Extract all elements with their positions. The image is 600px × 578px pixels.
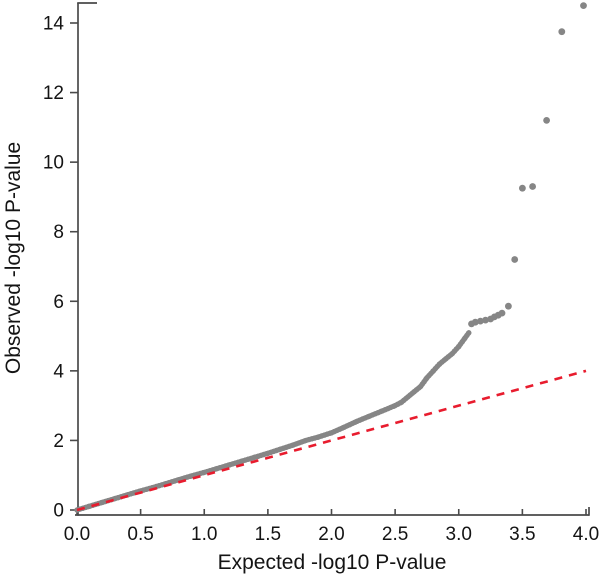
x-tick-label: 1.5 xyxy=(255,524,281,545)
y-tick-label: 10 xyxy=(43,153,64,174)
y-axis-title: Observed -log10 P-value xyxy=(2,142,25,374)
x-tick-label: 3.5 xyxy=(509,524,535,545)
data-point xyxy=(466,330,472,336)
y-tick-label: 6 xyxy=(53,292,64,313)
x-tick-label: 2.5 xyxy=(382,524,408,545)
data-point-outlier xyxy=(482,316,489,324)
data-point-outlier xyxy=(529,183,536,190)
x-tick-label: 3.0 xyxy=(446,524,472,545)
x-tick-label: 1.0 xyxy=(191,524,217,545)
data-point-outlier xyxy=(498,309,506,317)
y-tick-label: 8 xyxy=(53,222,64,243)
data-point-outlier xyxy=(477,317,484,325)
data-point-outlier xyxy=(511,256,519,263)
data-point-outlier xyxy=(580,2,587,9)
x-tick-label: 2.0 xyxy=(318,524,344,545)
identity-reference-line xyxy=(76,369,587,512)
x-tick-label: 0.5 xyxy=(127,524,153,545)
x-axis-title: Expected -log10 P-value xyxy=(218,551,447,574)
x-tick-label: 4.0 xyxy=(573,524,599,545)
data-point-outlier xyxy=(471,318,479,326)
data-point-outlier xyxy=(519,184,526,192)
y-tick-label: 0 xyxy=(53,501,64,522)
observed-curve-band xyxy=(74,330,472,513)
y-tick-label: 4 xyxy=(53,361,64,382)
data-layer xyxy=(74,2,587,513)
axes-layer: 0.0 0.5 1.0 1.5 2.0 2.5 3.0 3.5 4.0 0 2 4 6 8 10 12 14 xyxy=(43,2,599,545)
x-tick-label: 0.0 xyxy=(64,524,90,545)
y-tick-label: 2 xyxy=(53,431,64,452)
data-point-outlier xyxy=(543,117,550,124)
y-tick-label: 14 xyxy=(43,13,65,34)
data-point-outlier xyxy=(505,302,512,310)
data-point-outlier xyxy=(558,28,566,36)
y-tick-label: 12 xyxy=(43,83,64,104)
